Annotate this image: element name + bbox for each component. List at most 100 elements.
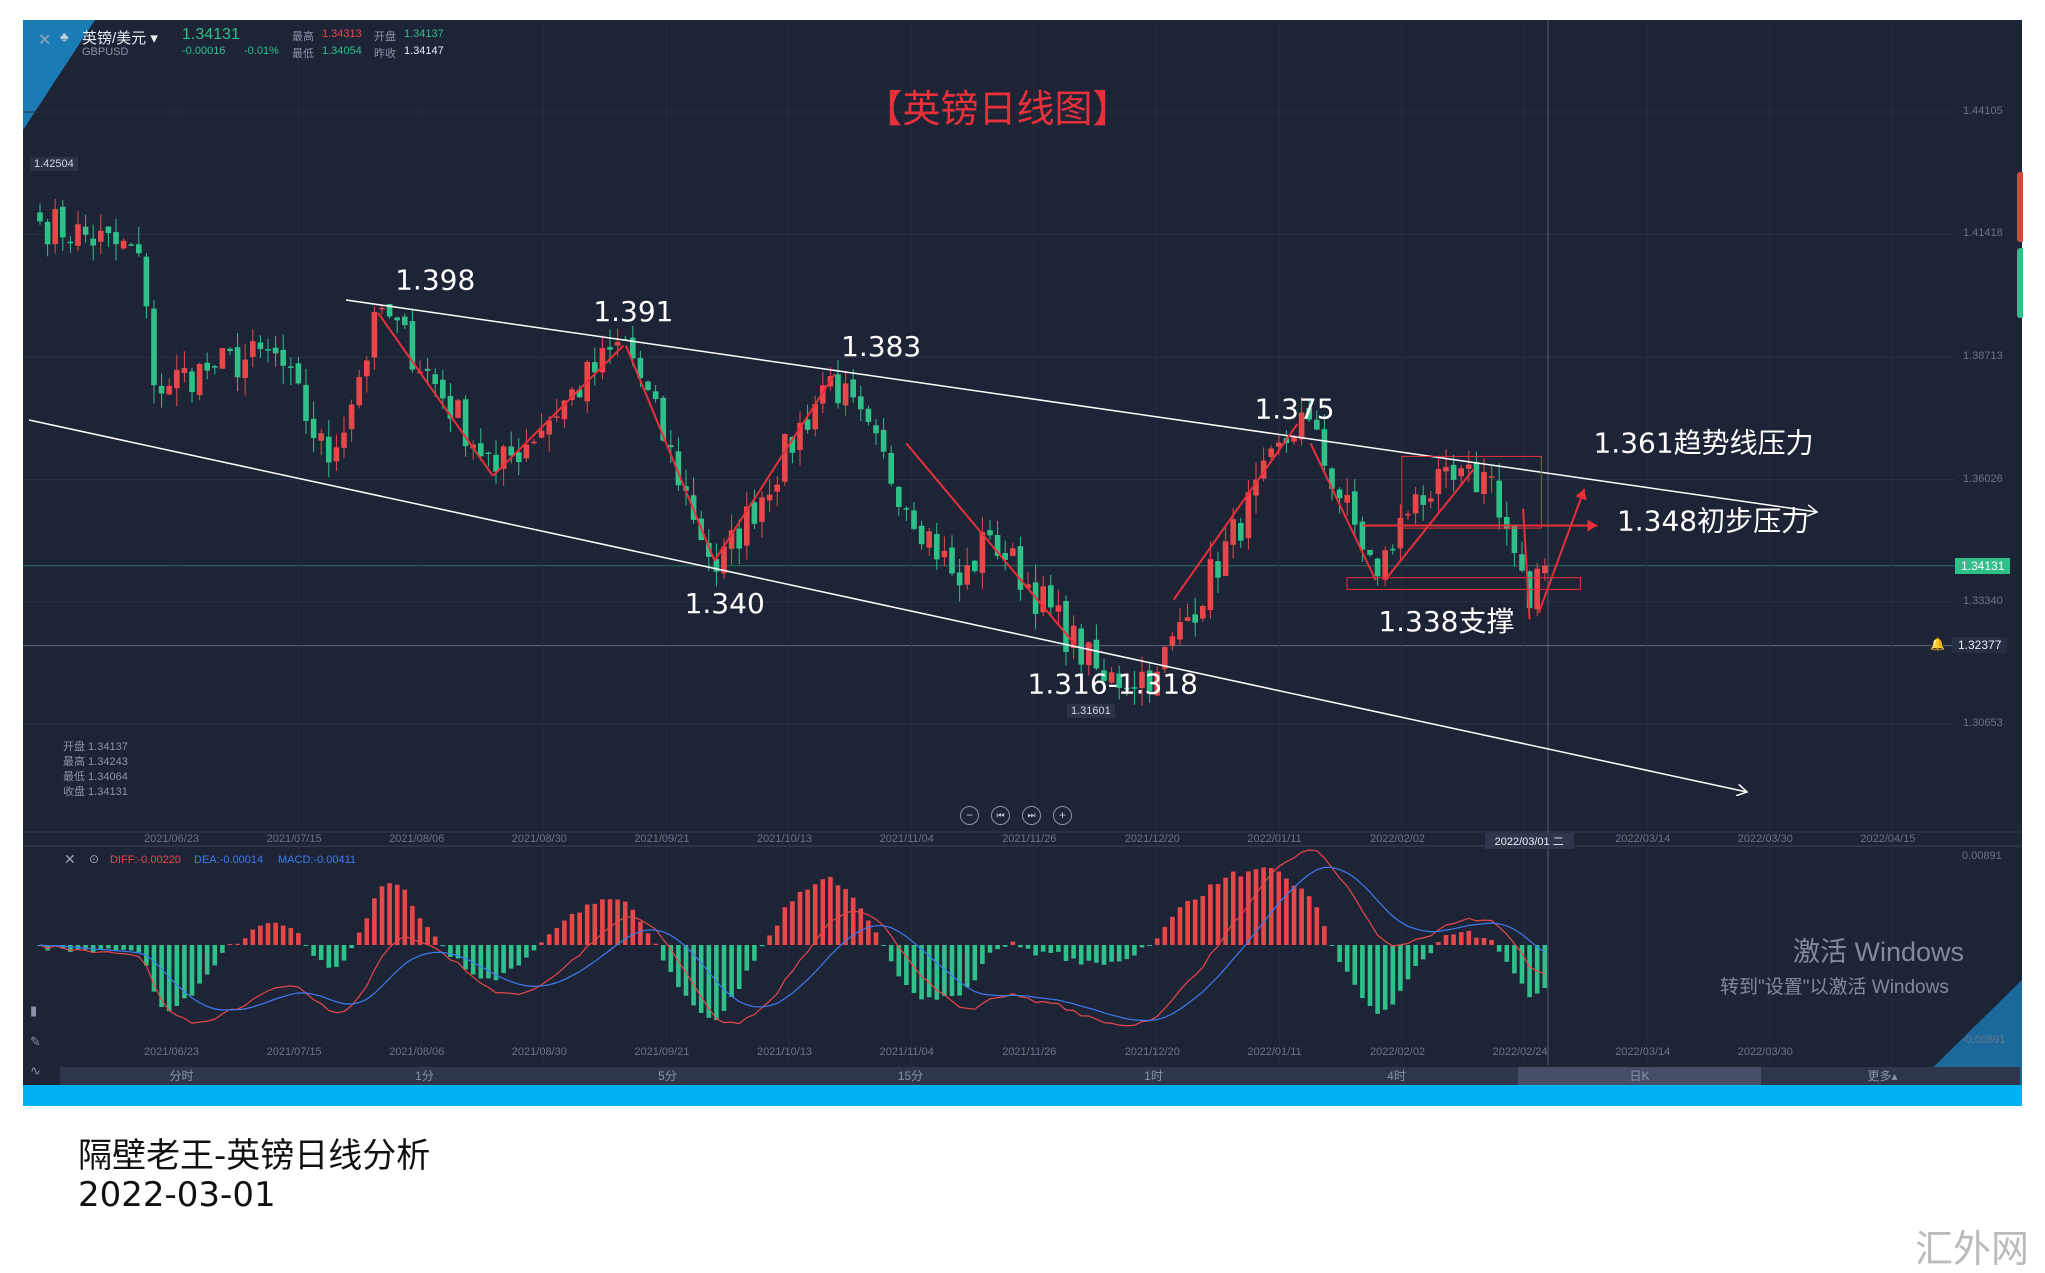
corner-decoration: [1915, 980, 2022, 1085]
wave-line: [624, 345, 716, 562]
macd-histogram-bar: [493, 945, 499, 981]
candle-body: [326, 436, 332, 463]
macd-histogram-bar: [1352, 945, 1358, 985]
macd-histogram-bar: [524, 945, 529, 958]
skip-end-icon[interactable]: ⏭: [1022, 806, 1041, 825]
annotation-label: 1.340: [685, 587, 765, 620]
zoom-in-icon[interactable]: +: [1053, 806, 1072, 825]
macd-histogram-bar: [1512, 945, 1517, 974]
macd-histogram-bar: [942, 945, 947, 997]
macd-histogram-bar: [197, 945, 202, 984]
candle-body: [1458, 468, 1464, 477]
skip-start-icon[interactable]: ⏮: [991, 806, 1010, 825]
symbol-icon: ♣: [60, 29, 69, 44]
candle-body: [394, 317, 400, 321]
macd-histogram-bar: [174, 945, 180, 1006]
candle-body: [1488, 476, 1495, 478]
candle-body: [835, 374, 841, 404]
macd-histogram-bar: [1078, 945, 1084, 965]
macd-date-label: 2021/11/04: [879, 1046, 934, 1058]
macd-histogram-bar: [957, 945, 962, 996]
date-axis-label: 2021/12/20: [1124, 833, 1180, 845]
timeframe-6[interactable]: 日K: [1518, 1067, 1761, 1085]
candle-body: [1314, 419, 1320, 430]
candle-body: [82, 226, 89, 235]
wave-line: [1172, 423, 1299, 601]
candle-body: [614, 341, 621, 346]
candle-body: [1093, 639, 1100, 669]
candle-body: [348, 404, 355, 430]
last-price: 1.34131: [182, 26, 240, 43]
candle-body: [523, 444, 530, 459]
candle-body: [98, 230, 104, 242]
candle-body: [1397, 517, 1404, 549]
macd-histogram-bar: [1223, 877, 1228, 945]
candle-body: [531, 441, 537, 444]
macd-histogram-bar: [676, 945, 681, 988]
timeframe-4[interactable]: 1时: [1144, 1069, 1163, 1083]
macd-histogram-bar: [736, 945, 742, 989]
macd-histogram-bar: [1002, 945, 1008, 947]
timeframe-3[interactable]: 15分: [897, 1069, 924, 1083]
macd-histogram-bar: [1542, 945, 1548, 989]
candle-body: [67, 241, 74, 244]
high-price-tag: 1.42504: [30, 157, 78, 171]
chart-type-icon[interactable]: ∿: [30, 1063, 41, 1078]
macd-histogram-bar: [873, 932, 879, 945]
close-icon[interactable]: ✕: [38, 32, 52, 49]
sell-tab[interactable]: [2017, 172, 2023, 242]
candle-body: [143, 256, 150, 307]
alert-bell-icon[interactable]: 🔔: [1930, 637, 1945, 651]
candle-body: [174, 369, 180, 389]
candle-body: [1291, 436, 1297, 442]
candle-body: [1002, 553, 1008, 560]
candle-body: [751, 502, 758, 524]
candle-body: [911, 510, 917, 529]
alert-price-tag[interactable]: 1.32377: [1952, 637, 2008, 653]
timeframe-0[interactable]: 分时: [169, 1069, 194, 1083]
macd-histogram-bar: [774, 925, 780, 945]
indicator-icon[interactable]: ▮: [30, 1003, 38, 1018]
timeframe-1[interactable]: 1分: [415, 1069, 434, 1083]
macd-histogram-bar: [1261, 867, 1266, 945]
macd-histogram-bar: [280, 925, 286, 945]
candle-body: [858, 396, 864, 410]
candle-body: [1070, 625, 1077, 649]
buy-tab[interactable]: [2017, 248, 2023, 318]
candle-body: [113, 232, 119, 245]
timeframe-7[interactable]: 更多▴: [1867, 1069, 1898, 1083]
draw-pencil-icon[interactable]: ✎: [30, 1034, 41, 1049]
dea-line: [39, 866, 1546, 1022]
candle-body: [1101, 670, 1107, 681]
close-indicator-icon[interactable]: ✕: [64, 851, 76, 867]
macd-histogram-bar: [1291, 885, 1297, 945]
candle-body: [1184, 617, 1191, 621]
macd-histogram-bar: [805, 889, 810, 945]
price-axis-label: 1.44105: [1963, 105, 2003, 117]
macd-histogram-bar: [1139, 945, 1145, 948]
candle-body: [660, 397, 666, 441]
macd-histogram-bar: [83, 945, 88, 950]
candle-body: [1253, 479, 1259, 496]
timeframe-2[interactable]: 5分: [658, 1069, 677, 1083]
date-axis-label: 2021/09/21: [634, 833, 690, 845]
date-axis-label: 2021/11/04: [879, 833, 934, 845]
candle-body: [956, 572, 963, 586]
candle-body: [402, 316, 408, 326]
macd-histogram-bar: [1033, 945, 1038, 956]
candle-body: [812, 403, 818, 430]
candle-body: [105, 226, 112, 234]
macd-date-label: 2021/08/06: [389, 1046, 445, 1058]
macd-histogram-bar: [1534, 945, 1540, 994]
macd-histogram-bar: [1489, 939, 1494, 945]
symbol-selector[interactable]: 英镑/美元 ▾: [82, 30, 158, 47]
price-axis-label: 1.30653: [1963, 717, 2003, 729]
timeframe-5[interactable]: 4时: [1387, 1069, 1406, 1083]
chart-title: 【英镑日线图】: [864, 87, 1131, 131]
macd-diff: DIFF:-0.00220: [110, 854, 181, 866]
candle-body: [1124, 687, 1130, 690]
zoom-out-icon[interactable]: −: [960, 806, 979, 825]
settings-icon[interactable]: ⊙: [89, 852, 100, 866]
candle-body: [1450, 464, 1457, 480]
